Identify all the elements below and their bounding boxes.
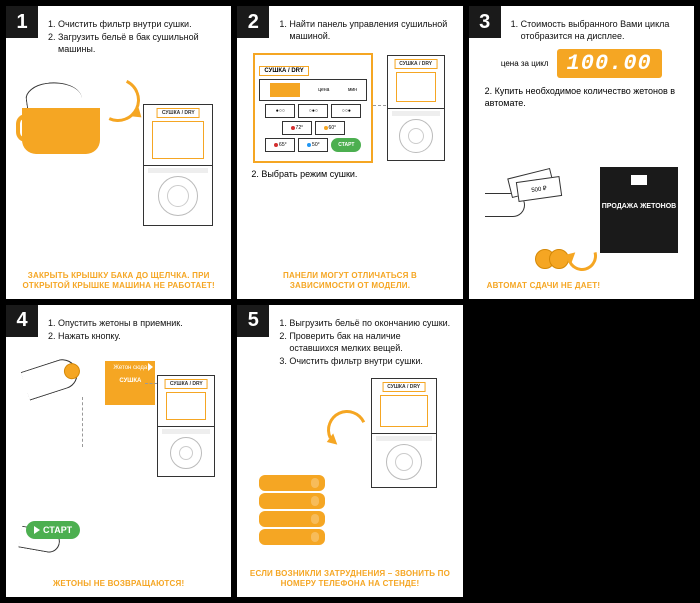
- step-text: Стоимость выбранного Вами цикла отобрази…: [521, 18, 682, 42]
- step-list: Стоимость выбранного Вами цикла отобрази…: [509, 18, 682, 43]
- machine-stack-icon: СУШКА / DRY: [387, 55, 445, 161]
- connector-line-icon: [82, 397, 83, 447]
- dryer-door-icon: [166, 392, 206, 420]
- machine-stack-icon: СУШКА / DRY: [143, 104, 213, 226]
- machine-stack-icon: СУШКА / DRY: [157, 375, 215, 477]
- sub-step-text: 2. Выбрать режим сушки.: [251, 169, 361, 181]
- step-text: Очистить фильтр внутри сушки.: [58, 18, 219, 30]
- machine-stack-icon: СУШКА / DRY: [371, 378, 437, 488]
- hand-with-coin-icon: [21, 355, 82, 400]
- connector-line-icon: [145, 383, 157, 384]
- footer-note: АВТОМАТ СДАЧИ НЕ ДАЕТ!: [487, 281, 682, 291]
- bills-icon: 500 ₽ 500 ₽: [509, 173, 561, 199]
- price-display: 100.00: [557, 49, 662, 78]
- step-list: Очистить фильтр внутри сушки. Загрузить …: [46, 18, 219, 56]
- arrow-icon: [322, 404, 373, 455]
- control-panel-icon: СУШКА / DRY ценамин ●○○ ○●○ ○○● 72° 60° …: [253, 53, 373, 163]
- panel-mode-btn: ○○●: [331, 104, 361, 118]
- panel-start-btn: СТАРТ: [331, 138, 361, 152]
- temp-btn: 65°: [265, 138, 295, 152]
- illustration: Жетон сюда СУШКА СУШКА / DRY СТАРТ: [18, 349, 219, 575]
- token-sign-text: СУШКА: [107, 378, 153, 385]
- step-badge: 1: [6, 6, 38, 38]
- step-badge: 5: [237, 305, 269, 337]
- temp-btn: 72°: [282, 121, 312, 135]
- vending-label: ПРОДАЖА ЖЕТОНОВ: [602, 203, 676, 211]
- step-text: Опустить жетоны в приемник.: [58, 317, 219, 329]
- panel-display-icon: ценамин: [259, 79, 367, 101]
- step-badge: 2: [237, 6, 269, 38]
- step-text: Проверить бак на наличие оставшихся мелк…: [289, 330, 450, 354]
- step-text: Найти панель управления сушильной машино…: [289, 18, 450, 42]
- step-badge: 3: [469, 6, 501, 38]
- step-text: Очистить фильтр внутри сушки.: [289, 355, 450, 367]
- washer-icon: [157, 427, 215, 477]
- footer-note: ЕСЛИ ВОЗНИКЛИ ЗАТРУДНЕНИЯ – ЗВОНИТЬ ПО Н…: [249, 569, 450, 589]
- footer-note: ЖЕТОНЫ НЕ ВОЗВРАЩАЮТСЯ!: [18, 579, 219, 589]
- panel-mode-btn: ●○○: [265, 104, 295, 118]
- dryer-icon: СУШКА / DRY: [157, 375, 215, 427]
- vending-machine-icon: ПРОДАЖА ЖЕТОНОВ: [600, 167, 678, 253]
- sub-step-text: 2. Купить необходимое количество жетонов…: [485, 86, 678, 109]
- card-5: 5 Выгрузить бельё по окончанию сушки. Пр…: [237, 305, 462, 598]
- temp-btn: 50°: [298, 138, 328, 152]
- footer-note: ПАНЕЛИ МОГУТ ОТЛИЧАТЬСЯ В ЗАВИСИМОСТИ ОТ…: [249, 271, 450, 291]
- illustration: СУШКА / DRY: [18, 62, 219, 266]
- empty-cell: [469, 305, 694, 598]
- step-list: Найти панель управления сушильной машино…: [277, 18, 450, 43]
- step-list: Выгрузить бельё по окончанию сушки. Пров…: [277, 317, 450, 369]
- illustration: СУШКА / DRY: [249, 374, 450, 565]
- dryer-door-icon: [380, 395, 428, 427]
- card-4: 4 Опустить жетоны в приемник. Нажать кно…: [6, 305, 231, 598]
- dryer-icon: СУШКА / DRY: [143, 104, 213, 166]
- step-text: Нажать кнопку.: [58, 330, 219, 342]
- panel-title: СУШКА / DRY: [259, 66, 308, 76]
- washer-icon: [371, 434, 437, 488]
- laundry-basket-icon: [22, 108, 100, 154]
- panel-mode-btn: ○●○: [298, 104, 328, 118]
- step-list: Опустить жетоны в приемник. Нажать кнопк…: [46, 317, 219, 343]
- instruction-grid: 1 Очистить фильтр внутри сушки. Загрузит…: [0, 0, 700, 603]
- folded-towels-icon: [259, 475, 325, 547]
- price-label: цена за цикл: [501, 59, 549, 68]
- card-3: 3 Стоимость выбранного Вами цикла отобра…: [469, 6, 694, 299]
- card-2: 2 Найти панель управления сушильной маши…: [237, 6, 462, 299]
- step-text: Загрузить бельё в бак сушильной машины.: [58, 31, 219, 55]
- machine-label: СУШКА / DRY: [394, 59, 437, 69]
- dryer-door-icon: [396, 72, 436, 102]
- step-text: Выгрузить бельё по окончанию сушки.: [289, 317, 450, 329]
- start-button-icon: СТАРТ: [26, 521, 80, 539]
- machine-label: СУШКА / DRY: [382, 382, 425, 392]
- dryer-icon: СУШКА / DRY: [387, 55, 445, 109]
- step-badge: 4: [6, 305, 38, 337]
- washer-icon: [143, 166, 213, 226]
- vending-screen-icon: [631, 175, 647, 185]
- footer-note: ЗАКРЫТЬ КРЫШКУ БАКА ДО ЩЕЛЧКА. ПРИ ОТКРЫ…: [18, 271, 219, 291]
- price-row: цена за цикл 100.00: [481, 49, 682, 78]
- dryer-door-icon: [152, 121, 204, 159]
- illustration: СУШКА / DRY ценамин ●○○ ○●○ ○○● 72° 60° …: [249, 49, 450, 266]
- illustration: 500 ₽ 500 ₽ ПРОДАЖА ЖЕТОНОВ: [481, 116, 682, 277]
- token-sign-text: Жетон сюда: [107, 365, 153, 372]
- card-1: 1 Очистить фильтр внутри сушки. Загрузит…: [6, 6, 231, 299]
- washer-icon: [387, 109, 445, 161]
- dryer-icon: СУШКА / DRY: [371, 378, 437, 434]
- machine-label: СУШКА / DRY: [157, 108, 200, 118]
- machine-label: СУШКА / DRY: [165, 379, 208, 389]
- temp-btn: 60°: [315, 121, 345, 135]
